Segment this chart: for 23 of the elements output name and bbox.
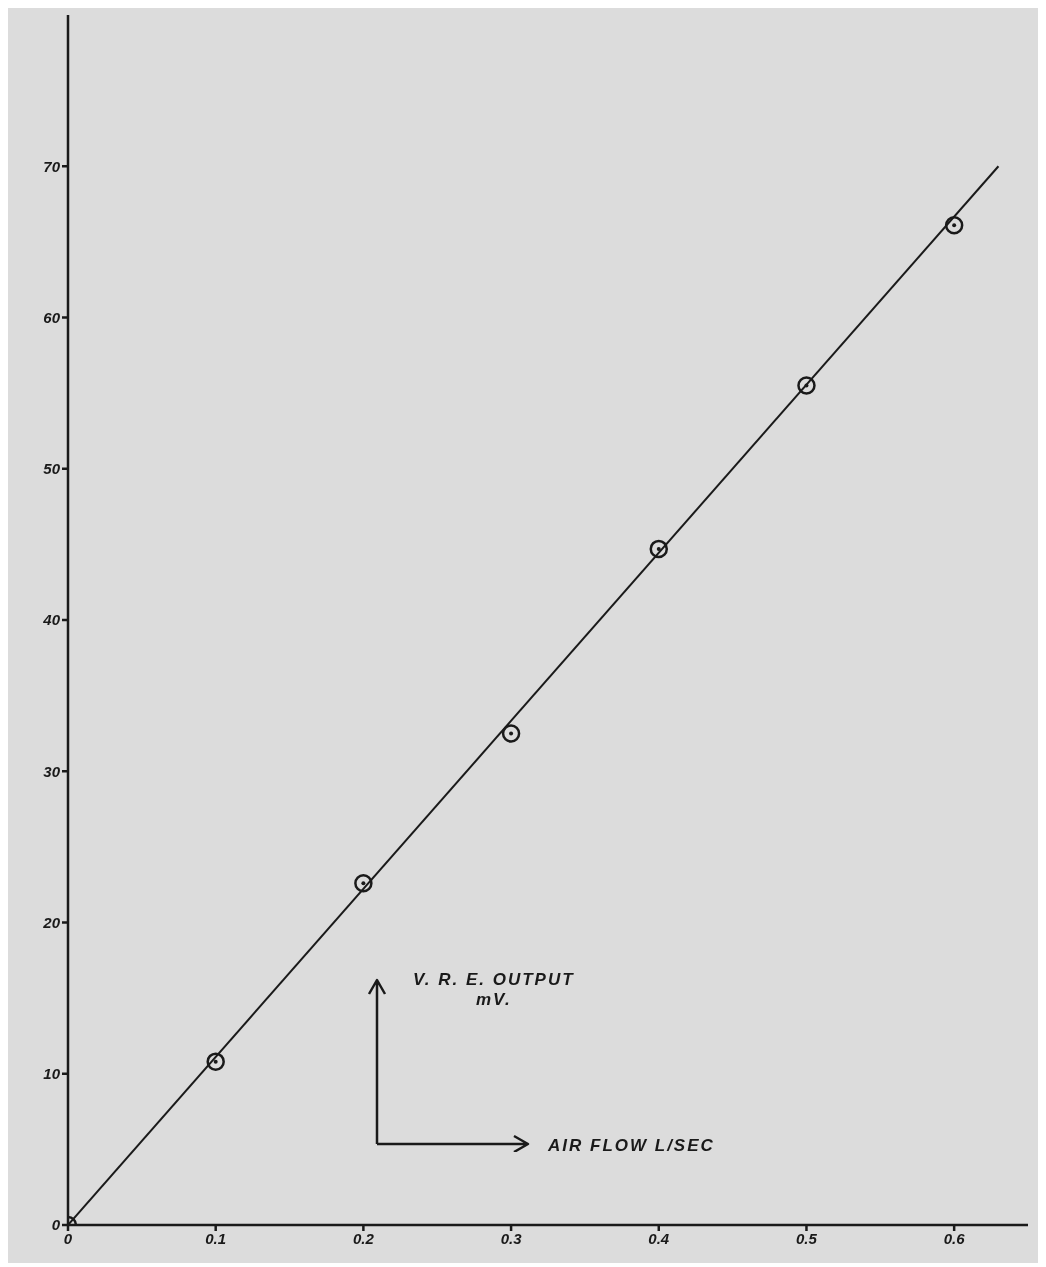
y-axis-title: V. R. E. OUTPUT mV. — [413, 970, 575, 1010]
x-tick-label: 0.5 — [796, 1229, 818, 1247]
x-tick-label: 0.3 — [500, 1229, 523, 1247]
point — [206, 1052, 225, 1071]
point — [944, 215, 964, 235]
y-tick-label: 40 — [42, 611, 61, 629]
y-tick-label: 20 — [42, 913, 61, 931]
y-tick-label: 70 — [43, 157, 61, 175]
point — [649, 539, 669, 559]
x-axis-title: AIR FLOW L/SEC — [548, 1136, 715, 1156]
x-tick-label: 0.2 — [352, 1229, 375, 1247]
x-tick-label: 0.6 — [943, 1229, 966, 1247]
y-tick-label: 10 — [43, 1065, 61, 1083]
y-tick-label: 0 — [51, 1216, 61, 1234]
y-tick-label: 60 — [43, 308, 61, 326]
y-tick-label: 50 — [43, 460, 61, 478]
x-tick-label: 0.4 — [648, 1229, 670, 1247]
x-tick-label: 0.1 — [205, 1229, 227, 1247]
x-tick-label: 0 — [63, 1229, 73, 1247]
point — [501, 724, 521, 743]
point — [354, 873, 373, 893]
point — [797, 376, 816, 395]
y-tick-label: 30 — [43, 762, 61, 780]
